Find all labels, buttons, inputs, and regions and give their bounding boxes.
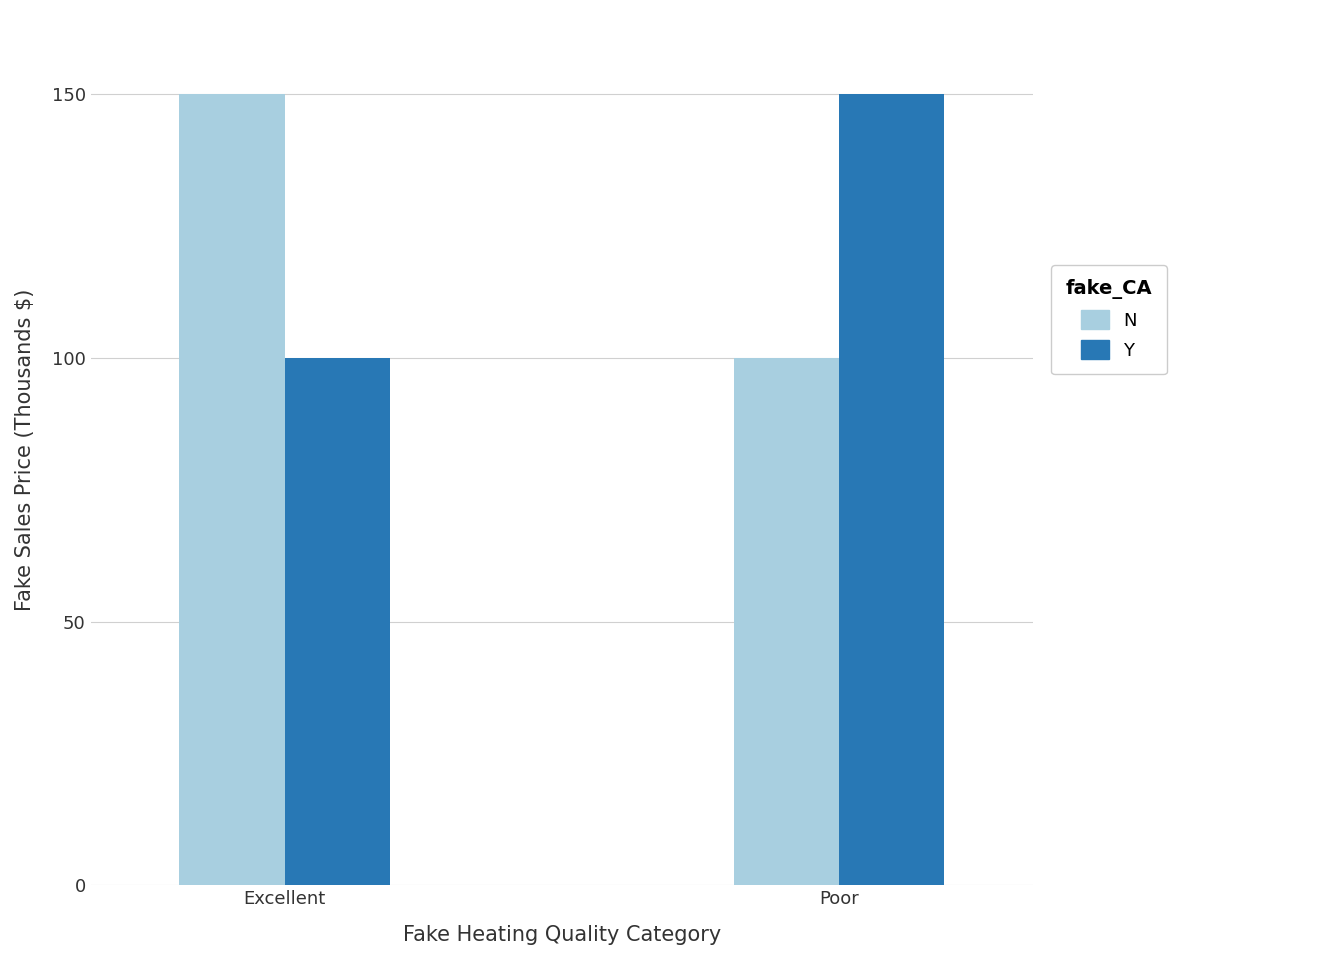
Legend: N, Y: N, Y <box>1051 265 1167 374</box>
Bar <box>179 94 285 885</box>
Bar <box>285 358 390 885</box>
Bar <box>839 94 943 885</box>
X-axis label: Fake Heating Quality Category: Fake Heating Quality Category <box>403 925 720 945</box>
Y-axis label: Fake Sales Price (Thousands $): Fake Sales Price (Thousands $) <box>15 289 35 612</box>
Bar <box>734 358 839 885</box>
